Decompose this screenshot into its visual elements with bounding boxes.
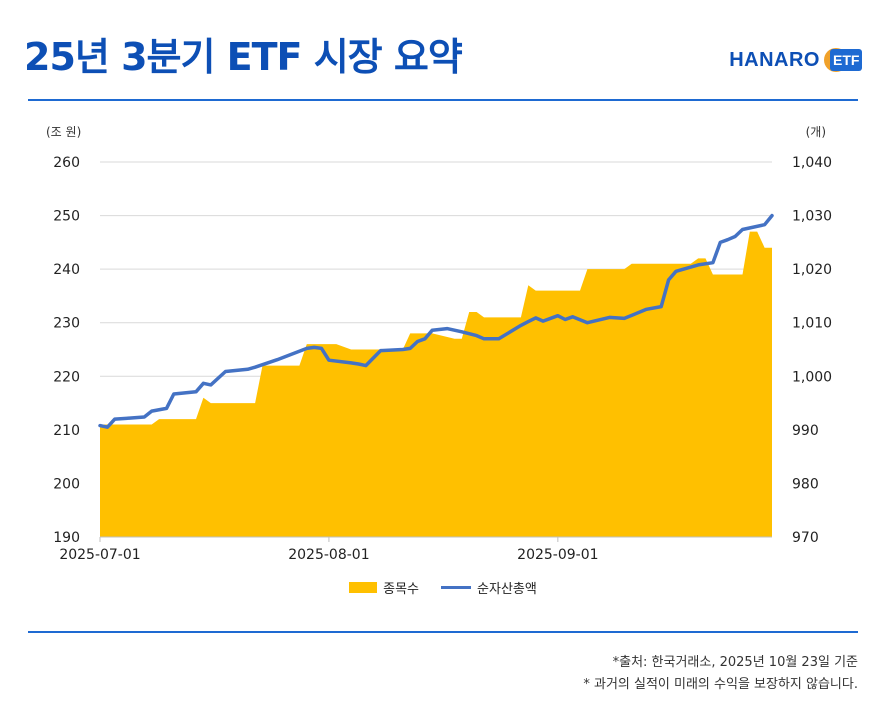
logo-badge: ETF (824, 48, 863, 72)
right-tick-label: 980 (792, 476, 819, 492)
chart-legend: 종목수 순자산총액 (0, 578, 886, 597)
source-note: *출처: 한국거래소, 2025년 10월 23일 기준 (612, 655, 858, 670)
left-tick-label: 250 (53, 209, 80, 225)
legend-item-aum: 순자산총액 (441, 578, 537, 597)
left-axis-unit: (조 원) (46, 125, 81, 139)
etf-market-chart: (조 원) (개) 260 1,040 250 1,030 240 1,020 230 1,0… (46, 125, 832, 563)
x-tick-label: 2025-08-01 (288, 547, 369, 563)
logo-etf-label: ETF (830, 49, 863, 71)
right-tick-label: 1,020 (792, 262, 832, 278)
legend-item-count: 종목수 (349, 578, 419, 597)
legend-label-count: 종목수 (383, 582, 420, 597)
series-line-aum (98, 213, 774, 429)
right-tick-label: 1,010 (792, 316, 832, 332)
right-axis-unit: (개) (806, 125, 826, 139)
left-tick-label: 190 (53, 530, 80, 546)
left-tick-label: 230 (53, 316, 80, 332)
right-tick-label: 990 (792, 423, 819, 439)
hanaro-etf-logo: HANARO ETF (729, 48, 863, 72)
left-tick-label: 260 (53, 155, 80, 171)
left-tick-label: 240 (53, 262, 80, 278)
legend-swatch-line (441, 586, 472, 589)
legend-label-aum: 순자산총액 (477, 582, 537, 597)
right-tick-label: 970 (792, 530, 819, 546)
footer-divider (28, 631, 858, 633)
right-tick-label: 1,000 (792, 369, 832, 385)
left-tick-label: 200 (53, 476, 80, 492)
left-tick-label: 210 (53, 423, 80, 439)
disclaimer-note: * 과거의 실적이 미래의 수익을 보장하지 않습니다. (583, 677, 858, 692)
left-tick-label: 220 (53, 369, 80, 385)
legend-swatch-area (349, 582, 378, 593)
x-tick-label: 2025-07-01 (59, 547, 140, 563)
logo-text: HANARO (729, 48, 820, 71)
right-tick-label: 1,040 (792, 155, 832, 171)
right-tick-label: 1,030 (792, 209, 832, 225)
series-area-count (100, 231, 772, 537)
chart-container: (조 원) (개) 260 1,040 250 1,030 240 1,020 230 1,0… (0, 110, 886, 610)
page-title: 25년 3분기 ETF 시장 요약 (24, 35, 463, 79)
header-divider (28, 99, 858, 101)
x-tick-label: 2025-09-01 (517, 547, 598, 563)
